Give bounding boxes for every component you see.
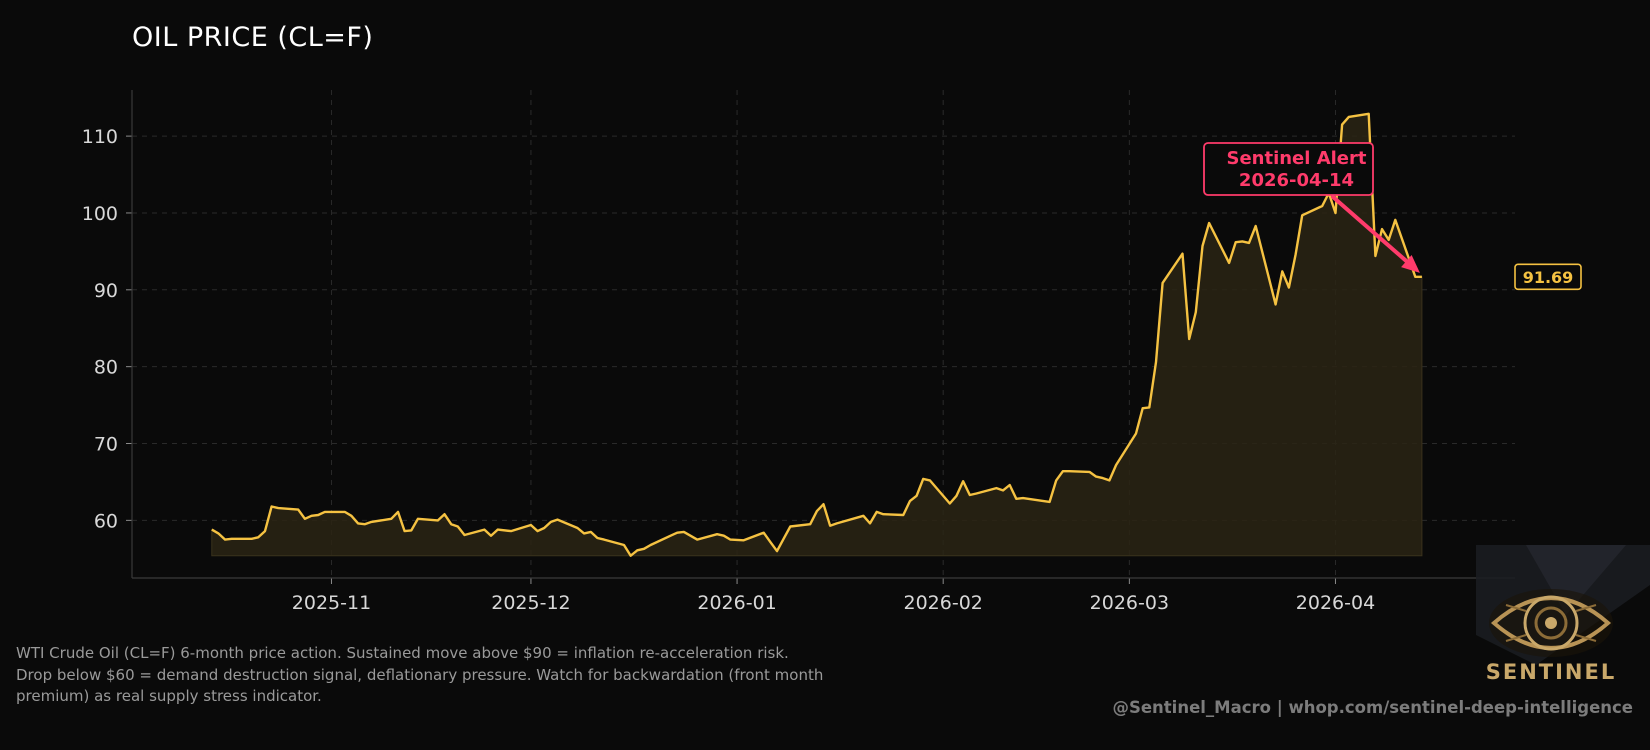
sentinel-eye-logo [1476,545,1650,665]
logo-wordmark: SENTINEL [1485,660,1617,684]
price-series: 91.69 [211,112,1582,557]
last-value-box [1514,263,1582,291]
y-tick-label: 110 [82,126,118,148]
alert-arrowhead [1401,255,1420,273]
x-tick-label: 2026-04 [1296,592,1375,614]
x-tick-label: 2026-01 [697,592,776,614]
caption-line: premium) as real supply stress indicator… [16,687,322,705]
last-value-label: 91.69 [1523,268,1574,287]
x-tick-label: 2026-02 [903,592,982,614]
alert-date: 2026-04-14 [1239,170,1354,191]
x-tick-label: 2025-12 [491,592,570,614]
y-tick-label: 100 [82,203,118,225]
y-tick-label: 90 [94,280,118,302]
alert-box [1203,142,1374,196]
y-tick-label: 80 [94,357,118,379]
chart-title: OIL PRICE (CL=F) [132,22,374,53]
alert-title: Sentinel Alert [1226,148,1366,169]
x-tick-label: 2025-11 [292,592,371,614]
caption-line: WTI Crude Oil (CL=F) 6-month price actio… [16,644,789,662]
y-tick-label: 70 [94,434,118,456]
alert-arrow [1331,195,1409,264]
y-tick-label: 60 [94,510,118,532]
footer-credit: @Sentinel_Macro | whop.com/sentinel-deep… [1112,698,1633,717]
chart-caption: WTI Crude Oil (CL=F) 6-month price actio… [16,643,876,708]
x-tick-label: 2026-03 [1090,592,1169,614]
price-line [211,112,1422,557]
caption-line: Drop below $60 = demand destruction sign… [16,665,824,684]
axes: 60 70 80 90 100 110 2025-11 2025-12 2026-01 2026-… [82,90,1515,614]
